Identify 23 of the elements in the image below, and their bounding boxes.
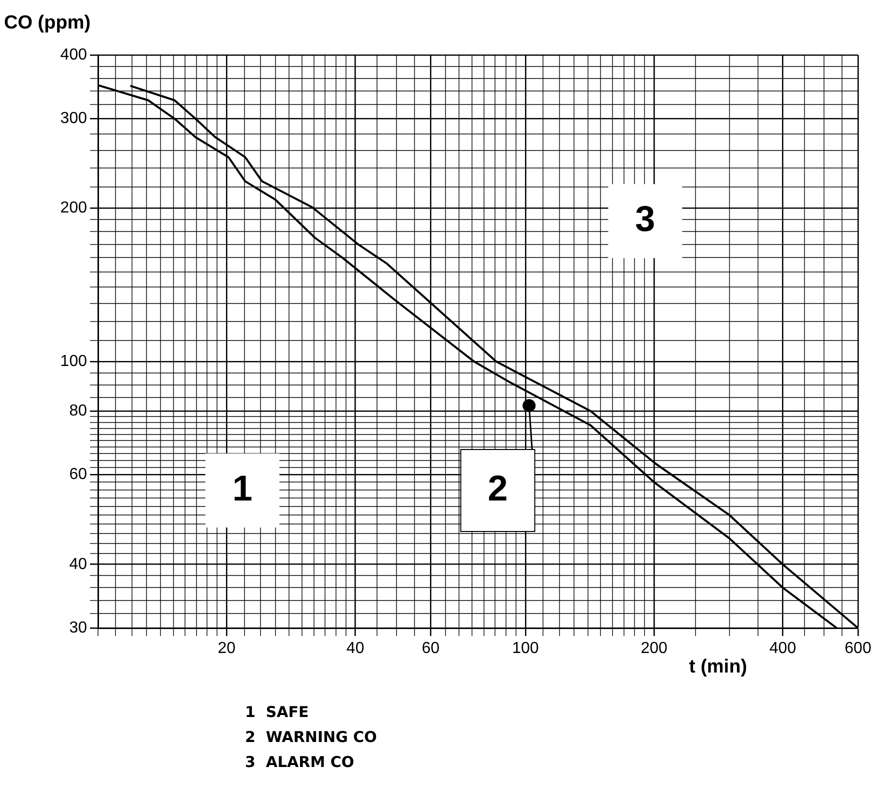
y-tick-label: 100 [60,353,88,370]
text: 1 SAFE [245,702,310,723]
text: 3 ALARM CO [245,752,356,773]
y-tick-label: 60 [69,466,88,484]
y-tick-label: 400 [60,46,88,64]
x-tick-label: 20 [218,640,236,658]
y-tick-label: 200 [60,200,88,217]
y-tick-label: 80 [69,402,88,420]
y-tick-label: 300 [60,110,88,128]
annotation: 3 [635,198,656,240]
y-axis-title: CO (ppm) [4,12,91,34]
x-tick-label: 400 [769,640,796,658]
x-tick-label: 600 [844,640,872,658]
x-tick-label: 200 [640,640,668,658]
x-tick-label: 40 [346,640,364,658]
annotation: 2 [488,467,508,508]
x-axis-title: t (min) [688,656,748,678]
annotation: 1 [232,467,252,508]
y-tick-label: 40 [69,556,88,573]
x-tick-label: 60 [422,640,440,658]
text: 2 WARNING CO [245,727,378,748]
y-tick-label: 30 [69,619,88,636]
x-tick-label: 100 [512,640,539,658]
